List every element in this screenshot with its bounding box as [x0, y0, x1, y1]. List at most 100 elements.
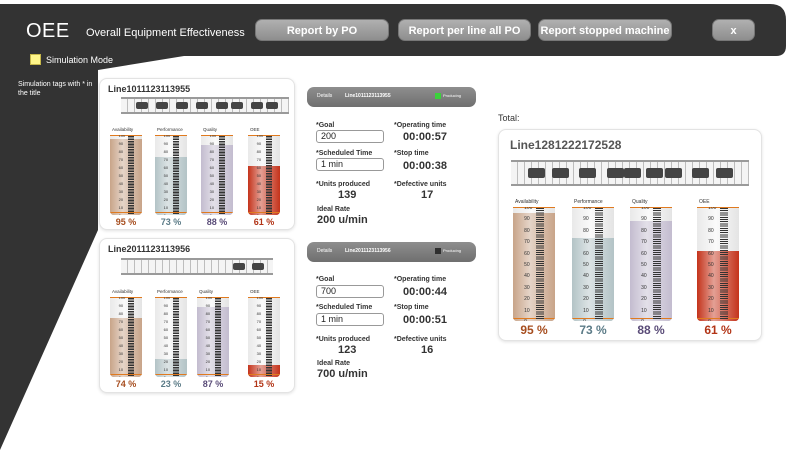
- simulation-mode-label: Simulation Mode: [46, 55, 114, 65]
- gauge-bottom-line: [110, 374, 142, 375]
- gauge-tick-label: 60: [118, 165, 124, 170]
- gauge-tick-label: 80: [256, 311, 262, 316]
- gauge-tick-label: 70: [256, 319, 262, 324]
- gauge-tick-label: 10: [163, 367, 169, 372]
- availability-gauge-fill: [110, 139, 142, 215]
- ideal-rate-label: Ideal Rate: [317, 360, 351, 367]
- stop-time-value: 00:00:38: [403, 160, 448, 172]
- oee-meter-label: OEE: [250, 289, 260, 294]
- gauge-tick-label: 30: [524, 284, 530, 291]
- units-produced-value: 139: [338, 189, 357, 201]
- conveyor-item: [607, 168, 624, 178]
- gauge-tick-label: 60: [256, 327, 262, 332]
- gauge-tick-label: 10: [256, 367, 262, 372]
- report-per-line-button[interactable]: Report per line all PO: [398, 19, 531, 41]
- scheduled-time-input[interactable]: 1 min: [316, 313, 384, 326]
- performance-meter-label: Performance: [157, 127, 183, 132]
- status-indicator-icon: [435, 93, 441, 99]
- gauge-scale: [265, 298, 272, 376]
- gauge-tick-label: 40: [256, 343, 262, 348]
- scheduled-time-input[interactable]: 1 min: [316, 158, 384, 171]
- gauge-tick-label: 60: [163, 327, 169, 332]
- gauge-bottom-line: [155, 374, 187, 375]
- quality-meter-label: Quality: [203, 127, 218, 132]
- conveyor-item: [646, 168, 663, 178]
- gauge-tick-label: 90: [708, 216, 714, 223]
- availability-percent: 95 %: [115, 217, 137, 227]
- performance-percent: 73 %: [160, 217, 182, 227]
- stop-time-value: 00:00:51: [403, 314, 448, 326]
- gauge-tick-label: 90: [118, 141, 124, 146]
- gauge-tick-label: 50: [118, 173, 124, 178]
- gauge-tick-label: 100: [163, 297, 171, 300]
- line-2-conveyor: [121, 258, 273, 275]
- gauge-tick-label: 70: [163, 157, 169, 162]
- close-button[interactable]: x: [712, 19, 755, 41]
- gauge-tick-label: 50: [641, 262, 647, 268]
- quality-percent: 88 %: [637, 323, 665, 337]
- defective-units-value: 16: [421, 344, 434, 356]
- gauge-tick-label: 40: [205, 343, 211, 348]
- details-label: Details: [317, 93, 333, 99]
- goal-input[interactable]: 200: [316, 130, 384, 143]
- gauge-tick-label: 20: [583, 296, 589, 303]
- gauge-tick-label: 90: [118, 303, 124, 308]
- gauge-tick-label: 10: [209, 205, 215, 210]
- goal-input[interactable]: 700: [316, 285, 384, 298]
- gauge-tick-label: 80: [524, 227, 530, 234]
- gauge-scale: [653, 208, 662, 320]
- goal-label: *Goal: [316, 122, 335, 129]
- gauge-tick-label: 100: [583, 207, 592, 211]
- gauge-tick-label: 70: [118, 319, 124, 324]
- operating-time-value: 00:00:44: [403, 286, 448, 298]
- status-indicator-icon: [435, 248, 441, 254]
- conveyor-item: [252, 263, 264, 270]
- gauge-tick-label: 70: [205, 319, 211, 324]
- gauge-tick-label: 100: [641, 207, 650, 211]
- conveyor-item: [251, 102, 263, 109]
- gauge-tick-label: 100: [524, 207, 533, 211]
- gauge-tick-label: 90: [256, 303, 262, 308]
- report-stopped-machine-button[interactable]: Report stopped machine: [538, 19, 672, 41]
- quality-gauge-fill: [630, 220, 672, 321]
- gauge-tick-label: 50: [256, 173, 262, 178]
- gauge-tick-label: 0: [210, 213, 212, 215]
- defective-units-value: 17: [421, 189, 434, 201]
- gauge-top-line: [513, 207, 555, 208]
- availability-meter-label: Availability: [112, 289, 134, 294]
- gauge-tick-label: 20: [641, 296, 647, 303]
- gauge-tick-label: 90: [583, 216, 589, 223]
- defective-units-label: *Defective units: [394, 336, 447, 343]
- gauge-tick-label: 50: [205, 335, 211, 340]
- conveyor-item: [692, 168, 709, 178]
- gauge-tick-label: 80: [205, 311, 211, 316]
- gauge-tick-label: 10: [708, 307, 714, 314]
- gauge-tick-label: 100: [205, 297, 213, 300]
- gauge-top-line: [110, 135, 142, 136]
- conveyor-item: [528, 168, 545, 178]
- oee-percent: 61 %: [253, 217, 275, 227]
- conveyor-item: [156, 102, 168, 109]
- quality-gauge: 1009080706050403020100: [197, 297, 229, 377]
- gauge-tick-label: 40: [163, 343, 169, 348]
- line-1-conveyor: [121, 97, 289, 114]
- gauge-tick-label: 50: [524, 262, 530, 268]
- gauge-tick-label: 30: [583, 284, 589, 291]
- gauge-tick-label: 70: [163, 319, 169, 324]
- gauge-bottom-line: [155, 212, 187, 213]
- details-label: Details: [317, 248, 333, 254]
- total-conveyor: [511, 160, 749, 186]
- conveyor-item: [266, 102, 278, 109]
- details-header-1: Details Line1011123113955 Producing: [307, 87, 476, 107]
- oee-gauge-fill: [697, 251, 739, 321]
- gauge-bottom-line: [572, 318, 614, 319]
- availability-meter-label: Availability: [112, 127, 134, 132]
- gauge-scale: [127, 136, 134, 214]
- gauge-tick-label: 20: [256, 359, 262, 364]
- report-by-po-button[interactable]: Report by PO: [255, 19, 389, 41]
- gauge-bottom-line: [201, 212, 233, 213]
- availability-percent: 74 %: [115, 379, 137, 389]
- simulation-mode-checkbox[interactable]: [30, 54, 41, 65]
- gauge-tick-label: 100: [118, 135, 126, 138]
- total-label: Total:: [498, 113, 520, 123]
